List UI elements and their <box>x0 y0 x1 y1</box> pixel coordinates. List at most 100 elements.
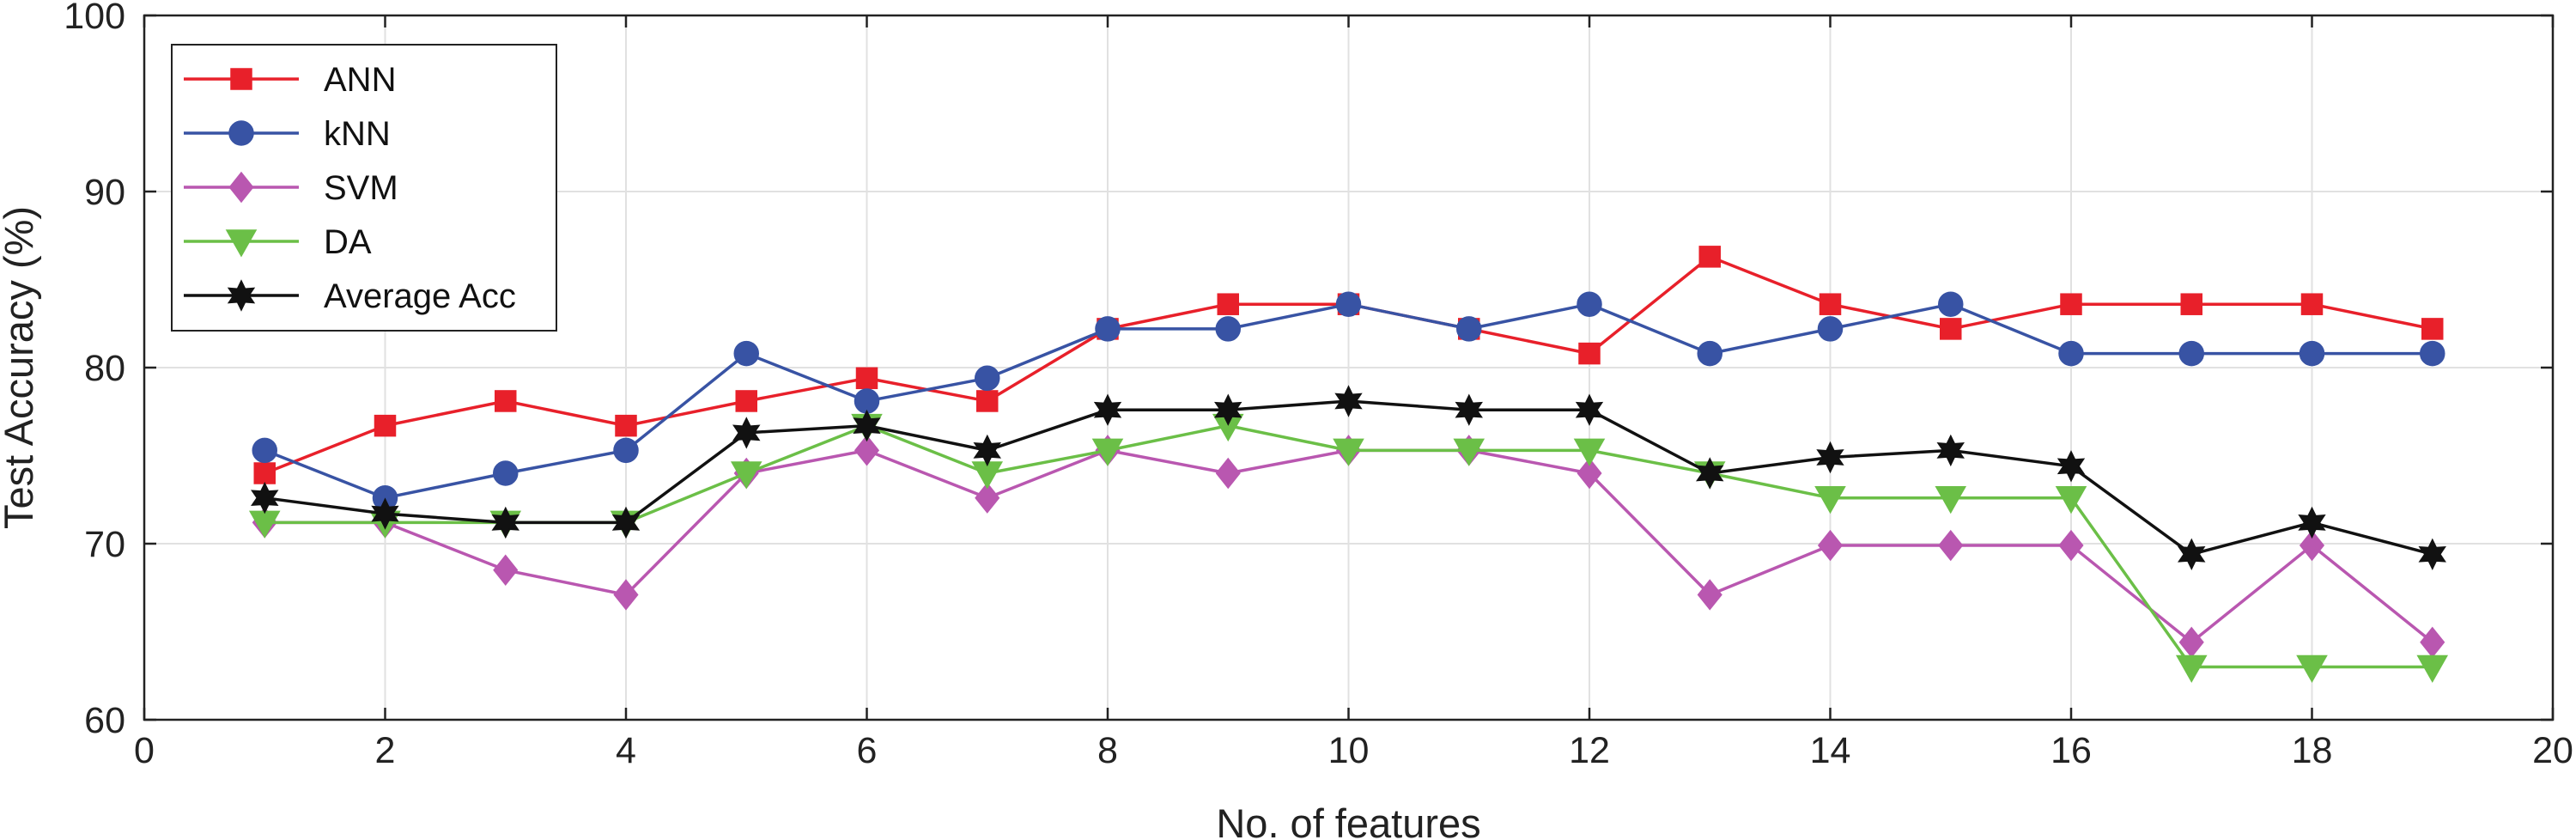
x-tick-label: 2 <box>375 730 396 771</box>
legend-label-average-acc: Average Acc <box>324 277 516 315</box>
data-point-svm <box>1577 457 1602 490</box>
series-average-acc <box>251 385 2446 571</box>
data-point-da <box>1814 485 1846 514</box>
data-point-knn <box>1335 291 1362 317</box>
data-point-knn <box>2058 340 2084 367</box>
data-point-average-acc <box>251 481 279 514</box>
data-point-svm <box>2058 529 2084 562</box>
data-point-svm <box>975 482 1000 514</box>
data-point-da <box>2416 654 2449 684</box>
data-point-svm <box>1215 457 1241 490</box>
data-point-ann <box>495 390 517 412</box>
data-point-average-acc <box>611 506 641 539</box>
data-point-da <box>1573 438 1606 466</box>
data-point-average-acc <box>491 506 519 539</box>
data-point-knn <box>1456 316 1482 342</box>
data-point-svm <box>1817 529 1844 562</box>
y-tick-label: 60 <box>84 700 125 741</box>
data-point-average-acc <box>1696 457 1724 490</box>
data-point-da <box>1091 438 1124 466</box>
data-point-average-acc <box>371 497 399 530</box>
data-point-average-acc <box>1093 393 1122 426</box>
data-point-average-acc <box>1936 434 1965 467</box>
data-point-ann <box>855 367 878 390</box>
data-point-da <box>1453 438 1485 466</box>
data-point-knn <box>1817 316 1844 342</box>
data-point-knn <box>2178 340 2204 367</box>
legend-marker-svm <box>228 171 254 204</box>
data-point-average-acc <box>2298 506 2326 539</box>
data-point-ann <box>1217 293 1239 315</box>
legend-marker-knn <box>228 120 254 146</box>
x-axis-label: No. of features <box>1216 800 1480 840</box>
data-point-average-acc <box>853 409 881 442</box>
x-tick-label: 12 <box>1569 730 1610 771</box>
data-point-knn <box>2299 340 2325 367</box>
data-point-da <box>1935 485 1967 514</box>
data-point-ann <box>2300 293 2324 315</box>
data-point-knn <box>1938 291 1964 317</box>
data-point-svm <box>1697 579 1722 611</box>
data-point-knn <box>1577 291 1602 317</box>
x-tick-label: 6 <box>857 730 878 771</box>
data-point-da <box>2175 654 2208 684</box>
legend-label-ann: ANN <box>324 61 396 99</box>
legend-label-svm: SVM <box>324 169 398 207</box>
y-tick-label: 100 <box>64 0 125 37</box>
data-point-ann <box>615 414 637 437</box>
x-tick-label: 8 <box>1097 730 1118 771</box>
data-point-ann <box>2060 293 2082 315</box>
legend-marker-da <box>225 229 258 258</box>
data-point-knn <box>854 388 880 414</box>
series-knn <box>252 291 2445 511</box>
data-point-ann <box>976 390 999 412</box>
legend-marker-average-acc <box>227 279 256 312</box>
data-point-knn <box>2420 340 2445 367</box>
data-point-da <box>730 461 762 490</box>
data-point-svm <box>1938 529 1964 562</box>
data-point-average-acc <box>1214 393 1242 426</box>
data-point-knn <box>252 437 277 464</box>
data-point-ann <box>374 414 397 437</box>
legend-label-knn: kNN <box>324 115 391 153</box>
data-point-ann <box>2421 318 2444 340</box>
data-point-svm <box>613 579 639 611</box>
data-point-knn <box>975 365 1000 392</box>
data-point-svm <box>854 435 880 466</box>
y-tick-label: 90 <box>84 172 125 213</box>
data-point-knn <box>493 460 519 486</box>
x-tick-label: 14 <box>1810 730 1851 771</box>
data-point-knn <box>1697 340 1722 367</box>
axis-ticks: 0 2 4 6 8 10 12 14 16 18 20 60 70 80 90 100 <box>64 0 2573 771</box>
data-point-average-acc <box>2178 538 2206 571</box>
x-tick-label: 4 <box>616 730 636 771</box>
y-axis-label: Test Accuracy (%) <box>0 206 41 529</box>
x-tick-label: 18 <box>2292 730 2333 771</box>
data-point-average-acc <box>1455 393 1483 426</box>
data-point-average-acc <box>1334 385 1363 417</box>
legend-marker-ann <box>230 68 252 90</box>
data-point-knn <box>1095 316 1121 342</box>
data-point-svm <box>2420 626 2445 659</box>
data-point-svm <box>2178 626 2204 659</box>
data-point-ann <box>1819 293 1842 315</box>
data-point-knn <box>613 437 639 464</box>
data-point-knn <box>733 340 759 367</box>
data-point-average-acc <box>1816 441 1844 474</box>
x-tick-label: 16 <box>2050 730 2092 771</box>
data-point-ann <box>1578 342 1601 365</box>
data-point-ann <box>1940 318 1962 340</box>
data-point-ann <box>2180 293 2202 315</box>
data-series <box>248 246 2449 684</box>
data-point-ann <box>1698 246 1721 268</box>
data-point-average-acc <box>973 434 1001 467</box>
data-point-average-acc <box>1575 393 1604 426</box>
data-point-ann <box>735 390 757 412</box>
data-point-average-acc <box>2057 450 2086 483</box>
y-tick-label: 70 <box>84 524 125 565</box>
data-point-da <box>2296 654 2328 684</box>
x-tick-label: 10 <box>1328 730 1370 771</box>
data-point-knn <box>1215 316 1241 342</box>
data-point-da <box>2055 485 2087 514</box>
